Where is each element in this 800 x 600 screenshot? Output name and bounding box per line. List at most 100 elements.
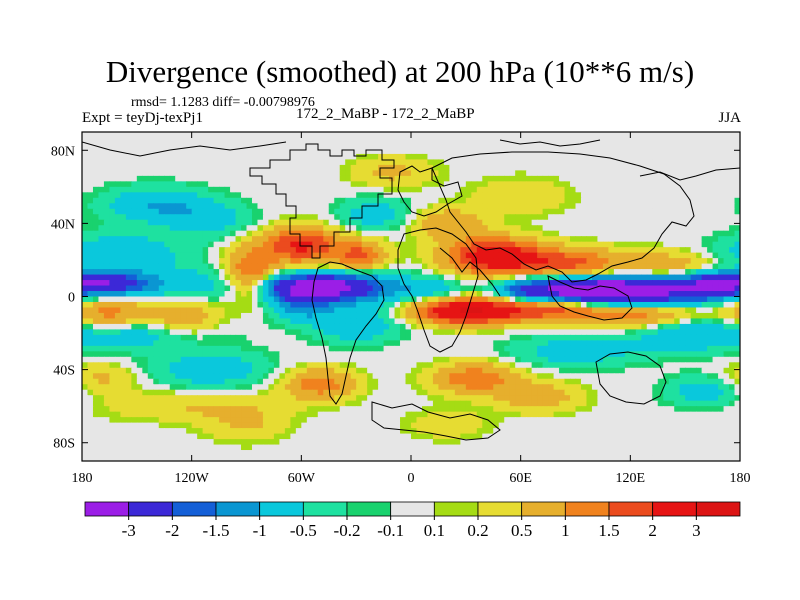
heatmap-cell xyxy=(186,219,193,226)
heatmap-cell xyxy=(147,214,154,221)
heatmap-cell xyxy=(443,269,450,276)
heatmap-cell xyxy=(230,153,237,161)
heatmap-cell xyxy=(114,323,121,330)
heatmap-cell xyxy=(295,142,302,150)
heatmap-cell xyxy=(186,340,193,347)
heatmap-cell xyxy=(378,329,385,336)
heatmap-cell xyxy=(186,203,193,210)
heatmap-cell xyxy=(498,170,505,177)
heatmap-cell xyxy=(147,175,154,182)
heatmap-cell xyxy=(202,285,209,292)
heatmap-cell xyxy=(246,334,253,341)
heatmap-cell xyxy=(723,142,730,150)
heatmap-cell xyxy=(295,285,302,292)
heatmap-cell xyxy=(641,192,648,199)
heatmap-cell xyxy=(92,241,100,248)
heatmap-cell xyxy=(92,214,100,221)
heatmap-cell xyxy=(504,285,511,292)
heatmap-cell xyxy=(230,175,237,182)
heatmap-cell xyxy=(630,291,637,298)
heatmap-cell xyxy=(131,252,138,259)
heatmap-cell xyxy=(509,296,516,303)
heatmap-cell xyxy=(142,258,149,265)
heatmap-cell xyxy=(641,230,648,237)
heatmap-cell xyxy=(542,274,549,281)
heatmap-cell xyxy=(668,318,675,325)
heatmap-cell xyxy=(273,247,280,254)
heatmap-cell xyxy=(158,340,165,347)
heatmap-cell xyxy=(262,208,270,215)
experiment-label: Expt = teyDj-texPj1 xyxy=(82,110,203,126)
heatmap-cell xyxy=(405,142,412,150)
heatmap-cell xyxy=(613,280,620,287)
heatmap-cell xyxy=(345,307,352,314)
heatmap-cell xyxy=(120,241,127,248)
heatmap-cell xyxy=(679,137,686,144)
heatmap-cell xyxy=(339,148,346,155)
heatmap-cell xyxy=(421,230,429,237)
heatmap-cell xyxy=(537,307,544,314)
heatmap-cell xyxy=(405,186,412,193)
heatmap-cell xyxy=(526,340,533,347)
heatmap-cell xyxy=(427,214,434,221)
heatmap-cell xyxy=(504,274,511,281)
heatmap-cell xyxy=(657,307,664,314)
heatmap-cell xyxy=(597,285,604,292)
heatmap-cell xyxy=(400,192,407,199)
heatmap-cell xyxy=(449,340,456,347)
heatmap-cell xyxy=(696,225,703,232)
heatmap-cell xyxy=(493,312,500,320)
heatmap-cell xyxy=(372,274,379,281)
heatmap-cell xyxy=(345,340,352,347)
heatmap-cell xyxy=(679,312,686,320)
heatmap-cell xyxy=(147,142,154,150)
heatmap-cell xyxy=(400,225,407,232)
heatmap-cell xyxy=(98,137,105,144)
heatmap-cell xyxy=(142,312,149,320)
heatmap-cell xyxy=(449,137,456,144)
heatmap-cell xyxy=(635,291,642,298)
heatmap-cell xyxy=(608,296,615,303)
heatmap-cell xyxy=(153,186,160,193)
heatmap-cell xyxy=(712,323,719,330)
heatmap-cell xyxy=(273,334,280,341)
heatmap-cell xyxy=(92,329,100,336)
heatmap-cell xyxy=(114,280,121,287)
heatmap-cell xyxy=(460,312,467,320)
heatmap-cell xyxy=(306,241,313,248)
heatmap-cell xyxy=(712,148,719,155)
heatmap-cell xyxy=(432,230,440,237)
heatmap-cell xyxy=(646,307,653,314)
heatmap-cell xyxy=(432,340,440,347)
heatmap-cell xyxy=(548,164,555,171)
heatmap-cell xyxy=(87,192,94,199)
heatmap-cell xyxy=(443,175,450,182)
heatmap-cell xyxy=(509,340,516,347)
heatmap-cell xyxy=(301,356,308,363)
heatmap-cell xyxy=(339,356,346,363)
heatmap-cell xyxy=(383,285,390,292)
heatmap-cell xyxy=(630,263,637,270)
heatmap-cell xyxy=(591,323,599,330)
heatmap-cell xyxy=(323,170,330,177)
heatmap-cell xyxy=(701,323,708,330)
heatmap-cell xyxy=(597,230,604,237)
heatmap-cell xyxy=(619,340,626,347)
heatmap-cell xyxy=(411,269,418,276)
heatmap-cell xyxy=(729,351,736,358)
heatmap-cell xyxy=(646,258,653,265)
heatmap-cell xyxy=(383,170,390,177)
heatmap-cell xyxy=(421,236,429,243)
heatmap-cell xyxy=(471,236,478,243)
heatmap-cell xyxy=(251,329,259,336)
heatmap-cell xyxy=(169,142,176,150)
heatmap-cell xyxy=(668,230,675,237)
heatmap-cell xyxy=(164,192,171,199)
heatmap-cell xyxy=(197,252,204,259)
heatmap-cell xyxy=(175,340,182,347)
heatmap-cell xyxy=(345,334,352,341)
heatmap-cell xyxy=(443,318,450,325)
heatmap-cell xyxy=(180,186,187,193)
heatmap-cell xyxy=(158,164,165,171)
heatmap-cell xyxy=(454,230,461,237)
